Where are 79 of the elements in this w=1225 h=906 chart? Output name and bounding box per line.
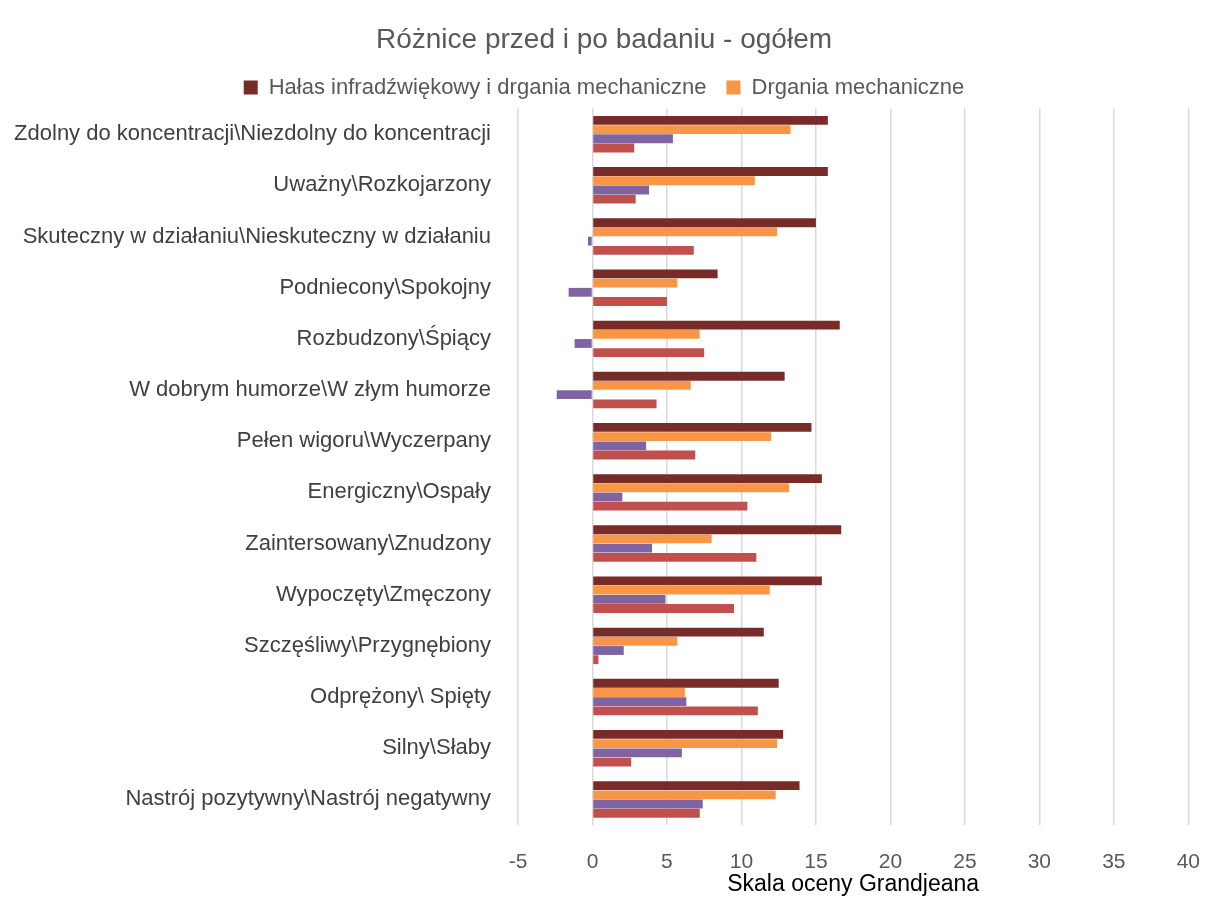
bar [593, 627, 764, 637]
bar [593, 125, 791, 134]
bar [593, 604, 734, 613]
bar [593, 176, 755, 186]
x-tick-label: 0 [586, 849, 599, 873]
y-tick-label: Skuteczny w działaniu\Nieskuteczny w działaniu [22, 222, 491, 248]
x-tick-label: 5 [661, 849, 673, 873]
bar [568, 287, 592, 297]
bar [593, 278, 678, 288]
y-tick-label: Zaintersowany\Znudzony [245, 529, 491, 555]
bar [593, 483, 790, 493]
bar [593, 525, 842, 535]
y-tick-label: Silny\Słaby [382, 734, 491, 760]
bar [593, 115, 828, 125]
bar [593, 730, 784, 739]
y-tick-label: Energiczny\Ospały [307, 478, 491, 504]
bar [593, 143, 635, 153]
bar [593, 320, 840, 330]
x-tick-label: 35 [1102, 849, 1126, 873]
bar [593, 432, 772, 442]
bar [593, 501, 748, 511]
bar [593, 739, 778, 749]
y-tick-label: W dobrym humorze\W złym humorze [129, 376, 491, 402]
bar [593, 594, 666, 604]
y-tick-label: Nastrój pozytywny\Nastrój negatywny [125, 785, 491, 811]
bar [593, 543, 653, 553]
bar [593, 636, 678, 646]
bar [593, 297, 667, 306]
bar [593, 781, 800, 791]
y-tick-label: Wypoczęty\Zmęczony [276, 580, 491, 606]
bar [593, 799, 703, 809]
x-tick-label: 40 [1176, 849, 1200, 873]
bar [593, 655, 599, 665]
bar [593, 552, 757, 562]
bar [593, 576, 822, 586]
x-tick-label: 30 [1027, 849, 1052, 873]
y-tick-label: Podniecony\Spokojny [279, 273, 491, 299]
bar [593, 134, 673, 144]
bar [593, 371, 785, 381]
bar [593, 646, 624, 655]
bar [593, 790, 776, 800]
legend-label: Hałas infradźwiękowy i drgania mechaniczne [268, 73, 707, 99]
bar [574, 339, 592, 348]
bar [593, 585, 770, 595]
x-tick-label: -5 [508, 849, 528, 873]
y-tick-label: Uważny\Rozkojarzony [273, 171, 491, 197]
bar [593, 757, 632, 767]
bar [593, 185, 650, 195]
y-tick-label: Pełen wigoru\Wyczerpany [236, 427, 491, 453]
bar [593, 348, 705, 358]
bar [556, 390, 592, 400]
bar [593, 441, 647, 451]
y-tick-label: Zdolny do koncentracji\Niezdolny do koncentracji [14, 120, 491, 146]
bar [593, 706, 758, 716]
legend-label: Drgania mechaniczne [751, 73, 965, 99]
y-tick-label: Rozbudzony\Śpiący [296, 324, 491, 350]
bar [593, 422, 812, 432]
bar [593, 218, 816, 228]
bar [593, 688, 685, 697]
bar [593, 474, 822, 483]
bar [593, 678, 779, 688]
bar [593, 194, 636, 204]
bar [593, 450, 696, 460]
bar [593, 167, 828, 176]
bar [588, 236, 592, 246]
bar [593, 808, 700, 818]
y-tick-label: Odprężony\ Spięty [310, 683, 491, 709]
bar [593, 399, 657, 409]
bar [593, 697, 687, 707]
bar [593, 329, 700, 339]
chart-title: Różnice przed i po badaniu - ogółem [375, 22, 833, 54]
bar [593, 492, 623, 502]
bar [593, 381, 691, 390]
y-tick-label: Szczęśliwy\Przygnębiony [244, 631, 491, 657]
bar [593, 269, 718, 279]
bar [593, 748, 682, 758]
bar [593, 227, 778, 237]
bar [593, 534, 712, 544]
bar [593, 245, 694, 255]
